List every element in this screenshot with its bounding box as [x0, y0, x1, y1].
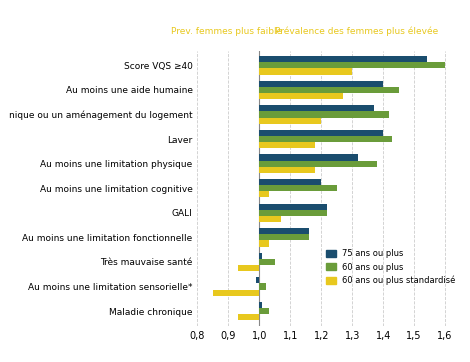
- Bar: [259, 253, 262, 259]
- Bar: [259, 87, 399, 93]
- Bar: [259, 185, 337, 191]
- Bar: [259, 240, 269, 247]
- Bar: [259, 118, 321, 124]
- Bar: [259, 105, 374, 111]
- Bar: [259, 93, 343, 99]
- Bar: [259, 234, 309, 240]
- Bar: [259, 161, 377, 167]
- Bar: [213, 290, 259, 296]
- Bar: [259, 130, 383, 136]
- Bar: [238, 265, 259, 271]
- Bar: [259, 179, 321, 185]
- Bar: [259, 167, 315, 173]
- Bar: [259, 81, 383, 87]
- Bar: [259, 111, 389, 118]
- Bar: [259, 283, 266, 290]
- Bar: [259, 62, 445, 68]
- Bar: [259, 191, 269, 197]
- Bar: [259, 210, 328, 216]
- Text: Prev. femmes plus faible: Prev. femmes plus faible: [171, 28, 282, 37]
- Legend: 75 ans ou plus, 60 ans ou plus, 60 ans ou plus standardisé: 75 ans ou plus, 60 ans ou plus, 60 ans o…: [322, 246, 459, 289]
- Bar: [259, 155, 359, 161]
- Bar: [259, 68, 352, 75]
- Bar: [259, 259, 275, 265]
- Bar: [259, 142, 315, 148]
- Bar: [259, 228, 309, 234]
- Bar: [259, 203, 328, 210]
- Bar: [259, 302, 262, 308]
- Bar: [259, 136, 392, 142]
- Bar: [259, 56, 427, 62]
- Bar: [238, 314, 259, 320]
- Text: Prévalence des femmes plus élevée: Prévalence des femmes plus élevée: [275, 27, 439, 37]
- Bar: [259, 308, 269, 314]
- Bar: [256, 277, 259, 283]
- Bar: [259, 216, 281, 222]
